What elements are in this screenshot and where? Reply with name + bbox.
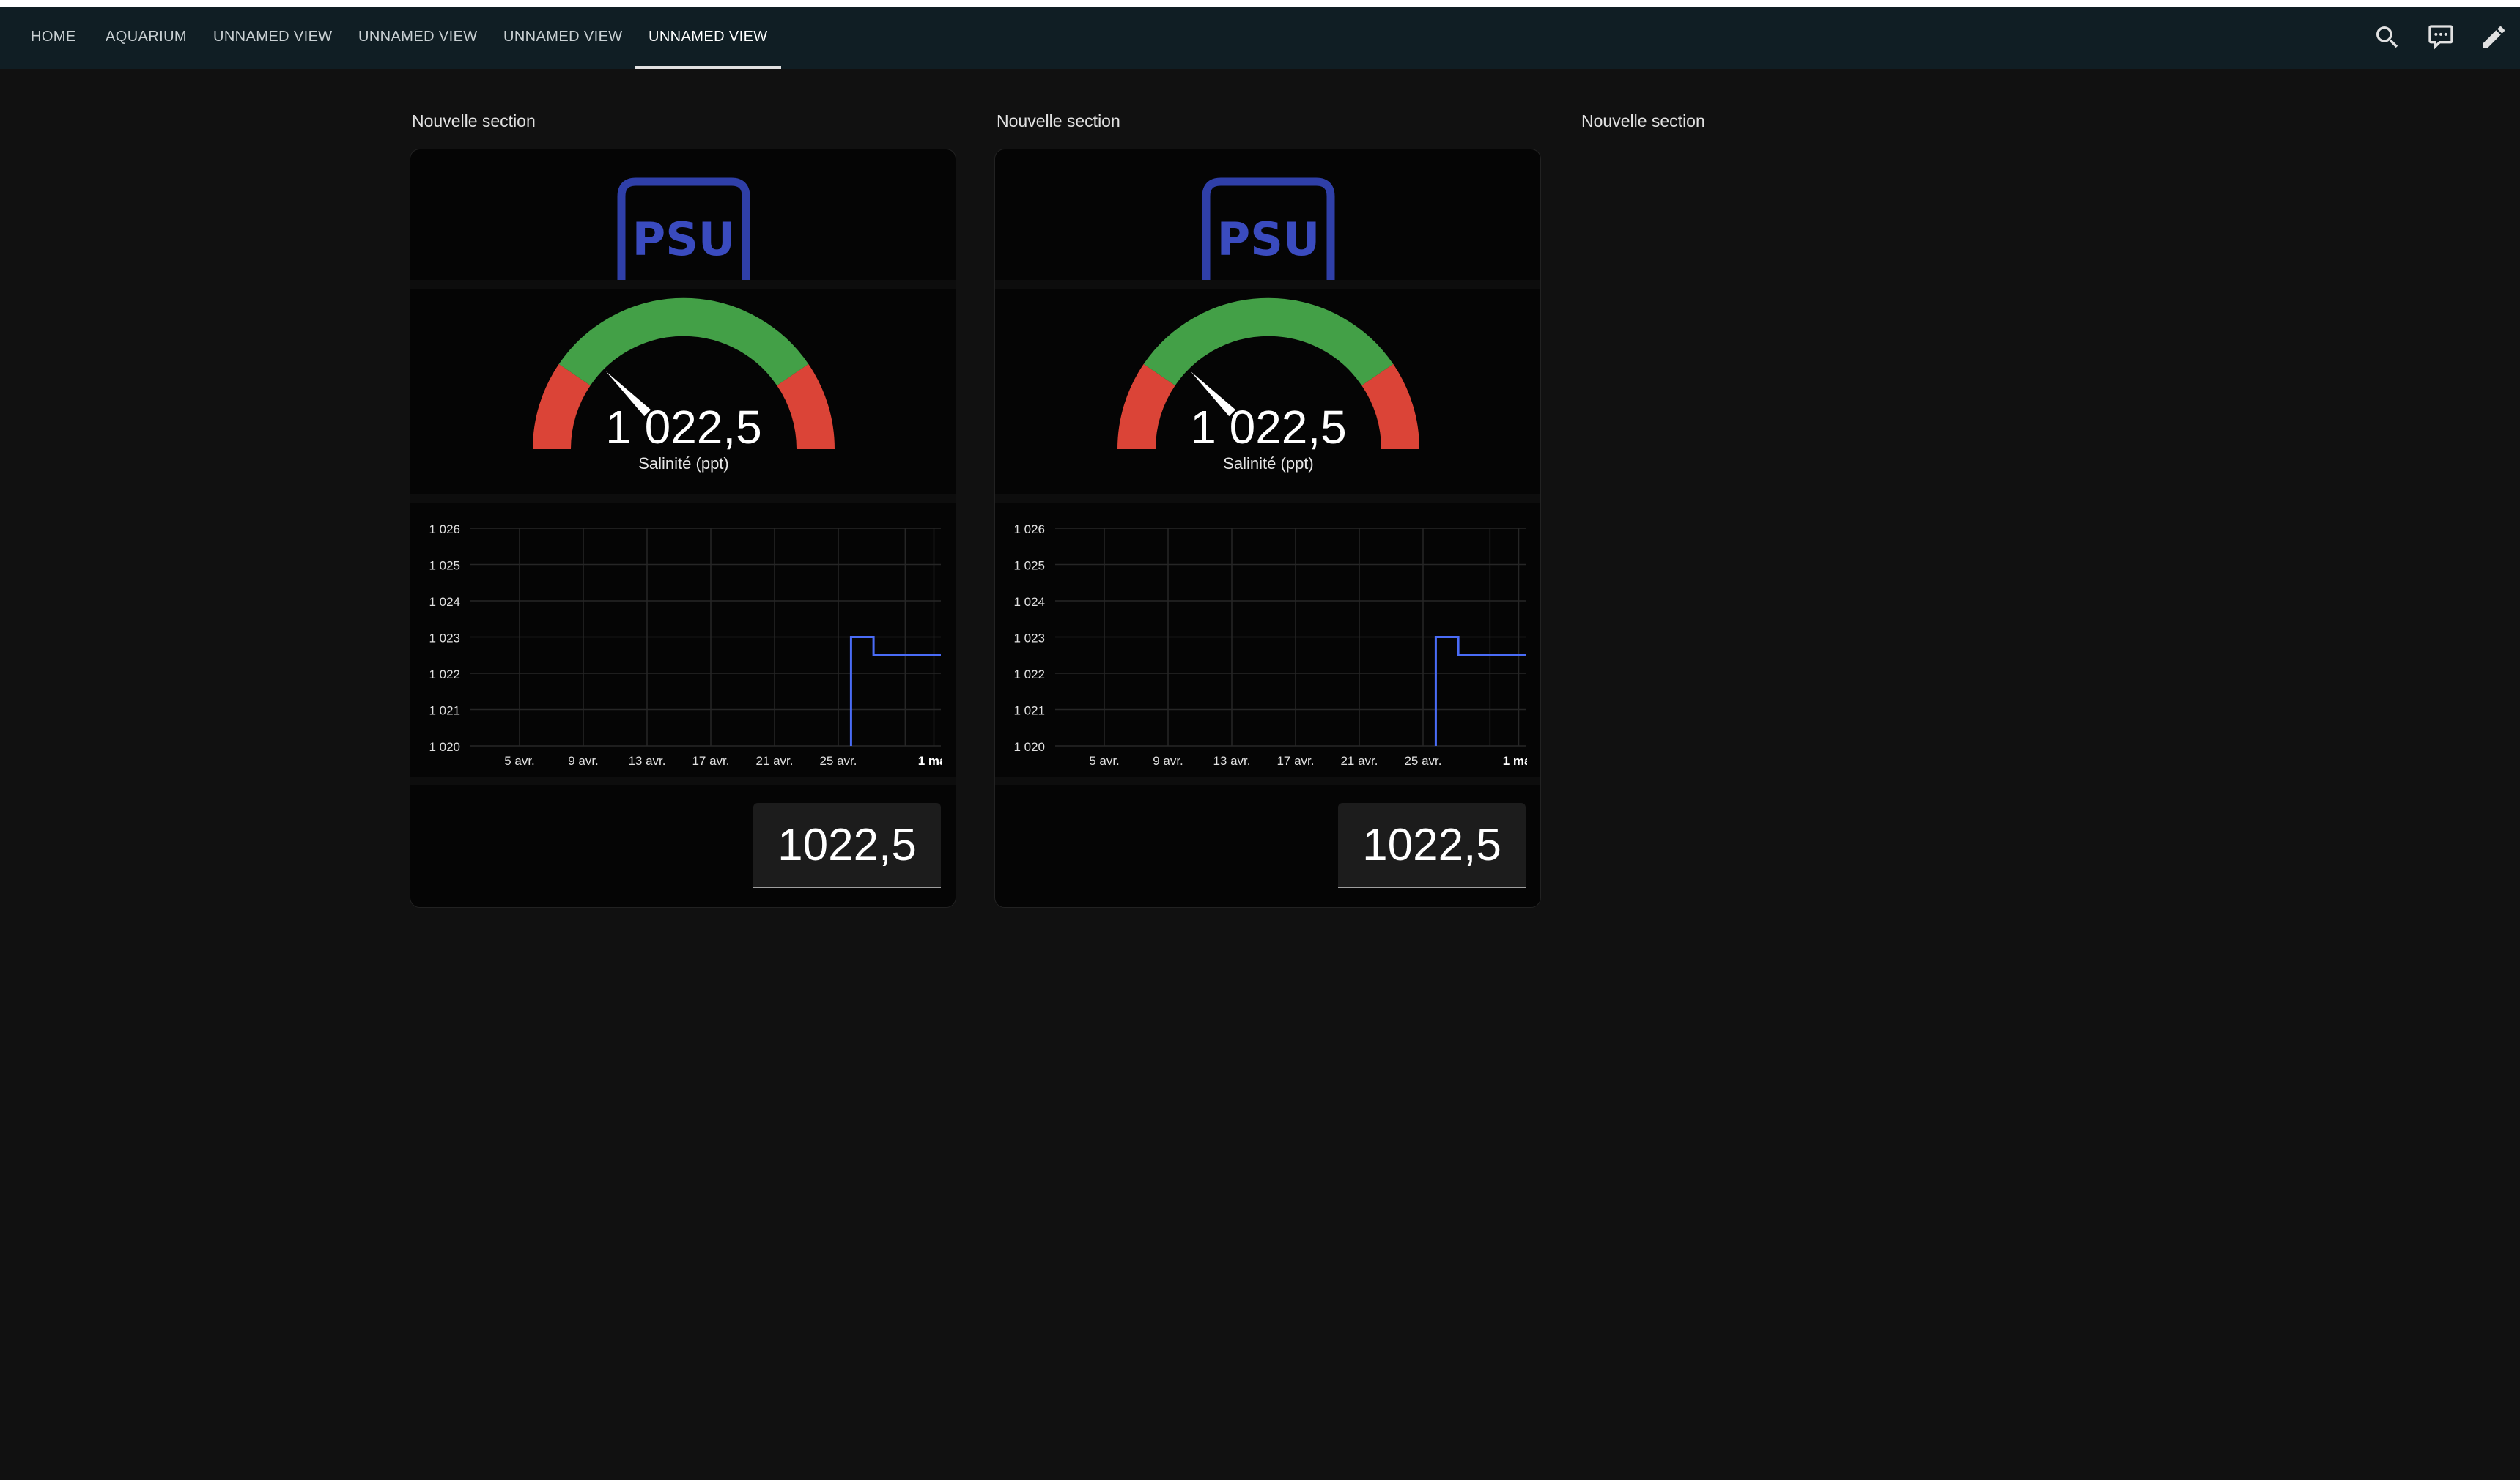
y-tick-label: 1 020 [1013, 740, 1045, 754]
y-tick-label: 1 025 [1013, 559, 1045, 573]
card-separator [995, 777, 1540, 785]
y-tick-label: 1 026 [1013, 522, 1045, 536]
tab-unnamed-view-1[interactable]: UNNAMED VIEW [213, 29, 333, 45]
card-separator [995, 494, 1540, 503]
section-title-2: Nouvelle section [997, 111, 1120, 130]
x-tick-label: 5 avr. [1089, 754, 1120, 768]
edit-icon[interactable] [2479, 23, 2508, 52]
card-separator [410, 777, 956, 785]
gauge-card[interactable]: 1 022,5 Salinité (ppt) [995, 289, 1540, 494]
y-tick-label: 1 024 [1013, 595, 1045, 609]
tab-home[interactable]: HOME [31, 29, 76, 45]
gauge-label: Salinité (ppt) [638, 454, 729, 473]
history-graph-card[interactable]: 1 020 1 021 1 022 1 023 1 024 1 025 1 026 5 avr… [410, 503, 956, 777]
x-tick-label: 21 avr. [755, 754, 793, 768]
y-tick-label: 1 021 [429, 704, 460, 718]
entity-card: 1022,5 [995, 785, 1540, 907]
gauge-red-right [776, 363, 835, 450]
x-tick-label: 13 avr. [1213, 754, 1250, 768]
search-icon[interactable] [2373, 23, 2402, 52]
salinity-series-line [1434, 636, 1526, 746]
section-title-1: Nouvelle section [412, 111, 536, 130]
picture-card[interactable]: PSU [410, 149, 956, 280]
psu-picture: PSU [617, 177, 750, 280]
y-tick-label: 1 025 [429, 559, 460, 573]
tab-aquarium[interactable]: AQUARIUM [106, 29, 187, 45]
psu-picture: PSU [1202, 177, 1335, 280]
x-tick-label: 17 avr. [1276, 754, 1314, 768]
x-tick-label: 13 avr. [628, 754, 665, 768]
history-graph: 1 020 1 021 1 022 1 023 1 024 1 025 1 026 5 avr… [429, 522, 956, 775]
tab-unnamed-view-4[interactable]: UNNAMED VIEW [635, 7, 781, 69]
psu-text: PSU [632, 212, 735, 266]
y-tick-label: 1 023 [429, 632, 460, 645]
gauge-needle [1190, 371, 1236, 417]
gauge-red-left [1117, 363, 1176, 450]
gauge-red-right [1361, 363, 1420, 450]
y-tick-label: 1 026 [429, 522, 460, 536]
entity-card: 1022,5 [410, 785, 956, 907]
section-title-3: Nouvelle section [1581, 111, 1705, 130]
y-tick-label: 1 022 [429, 667, 460, 681]
gauge-value: 1 022,5 [605, 401, 762, 454]
gauge-label: Salinité (ppt) [1223, 454, 1314, 473]
y-tick-label: 1 023 [1013, 632, 1045, 645]
section-1-card-stack: PSU 1 022,5 Salinité (ppt) 1 020 1 021 1 0… [410, 149, 956, 908]
x-tick-label: 1 mai [918, 754, 950, 768]
gauge-dial [1117, 297, 1420, 450]
axis-clip [1527, 746, 1540, 775]
gauge-dial [532, 297, 835, 450]
assist-icon[interactable] [2426, 23, 2456, 52]
picture-card[interactable]: PSU [995, 149, 1540, 280]
x-tick-label: 17 avr. [692, 754, 729, 768]
gauge-red-left [532, 363, 591, 450]
y-tick-label: 1 021 [1013, 704, 1045, 718]
card-separator [995, 280, 1540, 289]
axis-clip [942, 746, 956, 775]
tab-unnamed-view-3[interactable]: UNNAMED VIEW [503, 29, 623, 45]
x-tick-label: 5 avr. [504, 754, 535, 768]
gauge-green-arc [558, 297, 809, 386]
psu-text: PSU [1217, 212, 1320, 266]
gauge-card[interactable]: 1 022,5 Salinité (ppt) [410, 289, 956, 494]
y-tick-label: 1 022 [1013, 667, 1045, 681]
top-toolbar: HOME AQUARIUM UNNAMED VIEW UNNAMED VIEW … [0, 7, 2520, 69]
gauge-value: 1 022,5 [1190, 401, 1347, 454]
card-separator [410, 280, 956, 289]
tab-unnamed-view-2[interactable]: UNNAMED VIEW [358, 29, 478, 45]
history-graph-card[interactable]: 1 020 1 021 1 022 1 023 1 024 1 025 1 026 5 avr… [995, 503, 1540, 777]
x-tick-label: 25 avr. [819, 754, 857, 768]
entity-value-field[interactable]: 1022,5 [1338, 803, 1526, 888]
x-tick-label: 21 avr. [1340, 754, 1378, 768]
y-tick-label: 1 020 [429, 740, 460, 754]
salinity-series-line [849, 636, 941, 746]
x-tick-label: 25 avr. [1404, 754, 1441, 768]
card-separator [410, 494, 956, 503]
x-tick-label: 1 mai [1503, 754, 1534, 768]
x-tick-label: 9 avr. [1153, 754, 1183, 768]
gauge-green-arc [1143, 297, 1394, 386]
y-tick-label: 1 024 [429, 595, 460, 609]
gauge-needle [605, 371, 651, 417]
section-2-card-stack: PSU 1 022,5 Salinité (ppt) 1 020 1 021 1 0… [994, 149, 1541, 908]
x-tick-label: 9 avr. [568, 754, 599, 768]
history-graph: 1 020 1 021 1 022 1 023 1 024 1 025 1 026 5 avr… [1013, 522, 1540, 775]
browser-top-strip [0, 0, 2520, 7]
entity-value-field[interactable]: 1022,5 [753, 803, 941, 888]
